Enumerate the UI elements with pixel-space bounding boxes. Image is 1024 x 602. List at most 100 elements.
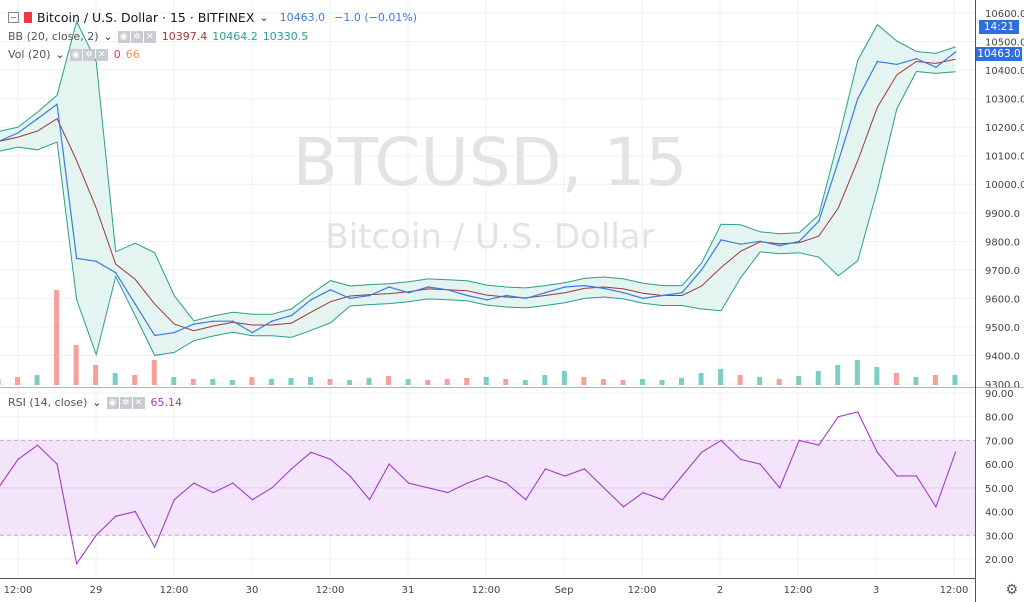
time-tick: 29 [90,585,103,596]
collapse-icon[interactable] [8,12,19,23]
rsi-tick: 50.00 [985,484,1014,495]
rsi-point [603,487,605,489]
chevron-down-icon[interactable]: ⌄ [103,29,113,43]
rsi-point [310,451,312,453]
time-tick: 12:00 [160,585,189,596]
rsi-point [368,498,371,501]
volume-bar [522,380,528,385]
volume-bar [874,367,880,385]
gear-icon[interactable]: ✲ [82,49,95,61]
price-point [36,117,39,120]
eye-icon[interactable]: ◉ [117,31,130,43]
gear-icon[interactable]: ✲ [119,397,132,409]
eye-icon[interactable]: ◉ [106,397,119,409]
time-tick: 12:00 [316,585,345,596]
volume-bar [542,375,548,385]
vol-label[interactable]: Vol (20) [8,47,51,61]
price-point [349,297,351,300]
rsi-point [779,487,781,489]
rsi-point [739,458,742,461]
price-point [720,239,722,241]
gear-icon[interactable]: ✲ [130,31,143,43]
volume-bar [718,369,724,385]
price-point [876,60,879,63]
price-change: −1.0 (−0.01%) [334,11,418,24]
bb-lower-line [0,70,956,357]
rsi-point [56,463,58,465]
close-icon[interactable]: ✕ [95,49,108,61]
bb-basis-line [0,58,956,332]
rsi-tick: 90.00 [985,389,1014,400]
volume-bar [171,377,177,385]
chevron-down-icon[interactable]: ⌄ [55,47,65,61]
time-tick: 12:00 [628,585,657,596]
volume-bar [425,380,431,385]
rsi-tick: 30.00 [985,531,1014,542]
rsi-point [896,475,898,477]
price-point [798,240,801,243]
price-point [583,284,586,287]
rsi-label[interactable]: RSI (14, close) [8,395,88,409]
vol-legend: Vol (20) ⌄ ◉ ✲ ✕ 0 66 [8,47,140,61]
price-tick: 9600.0 [985,294,1020,305]
price-tick: 9500.0 [985,323,1020,334]
volume-bar [268,379,274,385]
watermark-name: Bitcoin / U.S. Dollar [325,217,654,257]
volume-bar [132,375,138,385]
price-point [935,66,937,69]
chevron-down-icon[interactable]: ⌄ [92,395,102,409]
eye-icon[interactable]: ◉ [69,49,82,61]
close-icon[interactable]: ✕ [132,397,145,409]
time-tick: 31 [402,585,415,596]
rsi-legend: RSI (14, close) ⌄ ◉ ✲ ✕ 65.14 [8,395,182,409]
time-tick: 3 [873,585,879,596]
rsi-point [915,475,918,477]
price-point [915,57,918,60]
price-point [759,240,761,243]
rsi-point [290,468,293,470]
price-tick: 9900.0 [985,209,1020,220]
volume-bar [698,373,704,385]
rsi-point [193,482,195,484]
flag-icon[interactable] [24,12,32,23]
price-point [290,314,293,317]
volume-bar [796,376,802,385]
volume-bar [210,379,216,385]
rsi-point [798,439,800,442]
rsi-point [75,563,78,565]
volume-bar [386,376,392,385]
volume-bar [190,379,196,385]
price-point [329,289,332,291]
volume-bar [151,360,157,385]
rsi-point [154,546,156,548]
price-point [407,291,410,294]
price-tick: 10100.0 [985,152,1024,163]
price-tick: 10400.0 [985,66,1024,77]
volume-bar [620,380,626,385]
last-price: 10463.0 [279,11,326,24]
volume-bar [347,380,353,385]
symbol-title[interactable]: Bitcoin / U.S. Dollar · 15 · BITFINEX [37,10,255,25]
bb-label[interactable]: BB (20, close, 2) [8,29,99,43]
bb-upper: 10464.2 [212,29,258,43]
volume-bar [913,377,919,385]
volume-bar [561,371,567,385]
price-point [173,331,176,334]
rsi-point [564,475,566,477]
volume-bar [73,345,79,385]
current-price-label: 10463.0 [976,47,1022,61]
rsi-point [661,498,664,501]
close-icon[interactable]: ✕ [143,31,156,43]
price-point [603,287,605,290]
settings-gear-icon[interactable]: ⚙ [1005,582,1018,598]
chevron-down-icon[interactable]: ⌄ [259,11,269,24]
volume-bar [581,377,587,385]
volume-bar [776,379,782,385]
volume-bar [679,378,685,385]
volume-bar [952,375,958,385]
rsi-point [720,439,722,442]
symbol-legend: Bitcoin / U.S. Dollar · 15 · BITFINEX ⌄ … [8,10,417,25]
rsi-point [329,458,332,461]
volume-bar [112,373,118,385]
